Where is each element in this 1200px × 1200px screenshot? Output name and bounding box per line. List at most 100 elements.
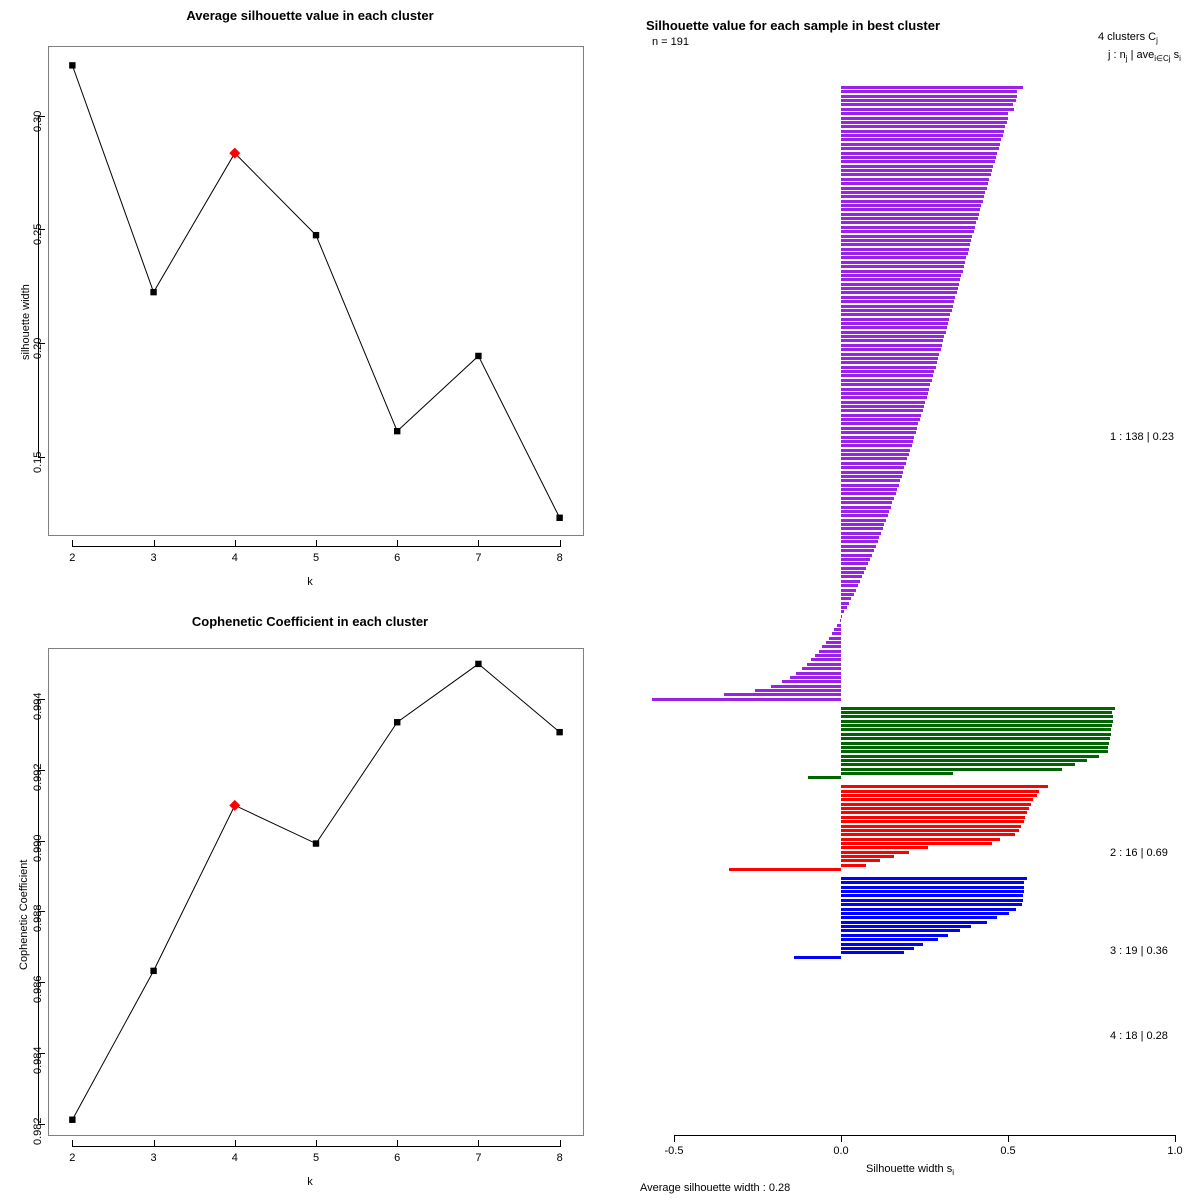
cophenetic-panel: Cophenetic Coefficient in each cluster 0… — [0, 600, 620, 1200]
data-point[interactable] — [312, 231, 320, 239]
silhouette-bar — [841, 287, 958, 291]
x-tick-mark — [316, 540, 317, 547]
silhouette-bar — [841, 374, 933, 378]
silhouette-bar — [841, 509, 890, 513]
silhouette-bar — [841, 208, 980, 212]
silhouette-bar — [841, 553, 873, 557]
y-tick-label: 0.988 — [32, 904, 44, 933]
cophenetic-x-label: k — [307, 1176, 313, 1188]
silhouette-bar — [841, 142, 1001, 146]
data-point[interactable] — [556, 728, 563, 736]
silhouette-bar — [841, 326, 947, 330]
silhouette-bar — [841, 562, 869, 566]
silhouette-bar — [841, 842, 992, 845]
silhouette-bar — [841, 483, 899, 487]
silhouette-bar — [841, 579, 861, 583]
y-tick-mark — [38, 840, 45, 842]
x-tick-label: 8 — [556, 552, 563, 564]
x-tick-mark — [397, 1140, 399, 1147]
silhouette-bar — [841, 230, 974, 234]
silhouette-bar — [841, 129, 1005, 133]
silhouette-bar — [841, 383, 931, 387]
silhouette-bar — [841, 824, 1022, 828]
x-tick-mark — [234, 1140, 236, 1147]
cophenetic-plot-frame — [48, 648, 584, 1136]
silhouette-bar — [841, 863, 867, 867]
silhouette-bar — [841, 339, 943, 343]
silhouette-n-label: n = 191 — [652, 36, 690, 48]
silhouette-bar — [841, 247, 969, 251]
silhouette-bar — [841, 706, 1115, 710]
silhouette-bar — [841, 431, 916, 435]
silhouette-axis-tick-label: 0.5 — [1000, 1145, 1016, 1157]
silhouette-bar — [841, 566, 867, 570]
data-point[interactable] — [312, 840, 320, 847]
silhouette-bar — [841, 413, 922, 417]
x-tick-label: 2 — [69, 552, 76, 564]
silhouette-axis-tick — [674, 1135, 675, 1142]
silhouette-bar — [841, 370, 935, 374]
silhouette-bar — [796, 671, 841, 675]
silhouette-bar — [815, 654, 841, 658]
silhouette-bar — [841, 938, 939, 942]
silhouette-bar — [841, 348, 941, 352]
y-tick-label: 0.15 — [32, 451, 44, 474]
silhouette-bar — [841, 182, 988, 186]
avg-silhouette-y-label: silhouette width — [20, 284, 32, 360]
silhouette-bar — [755, 689, 841, 693]
highlight-point[interactable] — [229, 147, 241, 159]
silhouette-bar — [841, 597, 852, 601]
silhouette-bar — [831, 632, 841, 636]
silhouette-bar — [841, 881, 1025, 885]
silhouette-axis-line — [674, 1135, 1175, 1136]
silhouette-bar — [807, 776, 841, 780]
silhouette-bar — [841, 134, 1003, 138]
silhouette-bar — [841, 951, 905, 955]
silhouette-bar — [841, 252, 968, 256]
data-point[interactable] — [69, 62, 76, 69]
silhouette-bar — [841, 186, 987, 190]
silhouette-bar — [841, 321, 948, 325]
silhouette-bar — [825, 640, 841, 644]
silhouette-bar — [841, 767, 1063, 771]
cluster-summary-label-4: 4 : 18 | 0.28 — [1110, 1030, 1168, 1042]
silhouette-bar — [841, 343, 942, 347]
clusters-header-formula-a: j : n — [1108, 49, 1126, 62]
silhouette-bar — [841, 387, 930, 391]
silhouette-bar — [841, 378, 932, 382]
silhouette-bar — [841, 169, 992, 173]
x-tick-mark — [316, 1140, 317, 1147]
data-point[interactable] — [394, 719, 401, 726]
silhouette-bar — [806, 662, 841, 666]
x-axis-spine — [72, 1146, 560, 1147]
x-tick-label: 4 — [231, 552, 238, 564]
silhouette-bar — [841, 422, 919, 426]
line-path — [71, 663, 560, 1120]
data-point[interactable] — [69, 1116, 76, 1123]
silhouette-bar — [841, 269, 963, 273]
avg-silhouette-title: Average silhouette value in each cluster — [186, 8, 434, 23]
silhouette-bar — [841, 793, 1037, 797]
silhouette-bar — [789, 675, 841, 679]
data-point[interactable] — [475, 660, 482, 668]
silhouette-bar — [841, 488, 898, 492]
clusters-header-sub-ic: i∈Cj — [1154, 54, 1171, 64]
x-tick-mark — [153, 1140, 155, 1147]
cophenetic-title: Cophenetic Coefficient in each cluster — [191, 614, 429, 629]
data-point[interactable] — [556, 514, 563, 521]
data-point[interactable] — [150, 288, 157, 296]
avg-silhouette-x-label: k — [307, 576, 313, 588]
data-point[interactable] — [150, 967, 157, 975]
highlight-point[interactable] — [229, 799, 241, 811]
silhouette-bar — [841, 601, 850, 605]
silhouette-bar — [841, 614, 842, 618]
silhouette-bar — [841, 789, 1040, 793]
silhouette-bar — [841, 894, 1024, 898]
data-point[interactable] — [394, 427, 401, 435]
silhouette-bar — [841, 728, 1111, 732]
data-point[interactable] — [475, 352, 482, 360]
silhouette-bar — [841, 457, 908, 461]
silhouette-bar — [841, 807, 1029, 811]
clusters-header-count: 4 clusters C — [1098, 31, 1157, 43]
silhouette-bar — [841, 308, 952, 312]
